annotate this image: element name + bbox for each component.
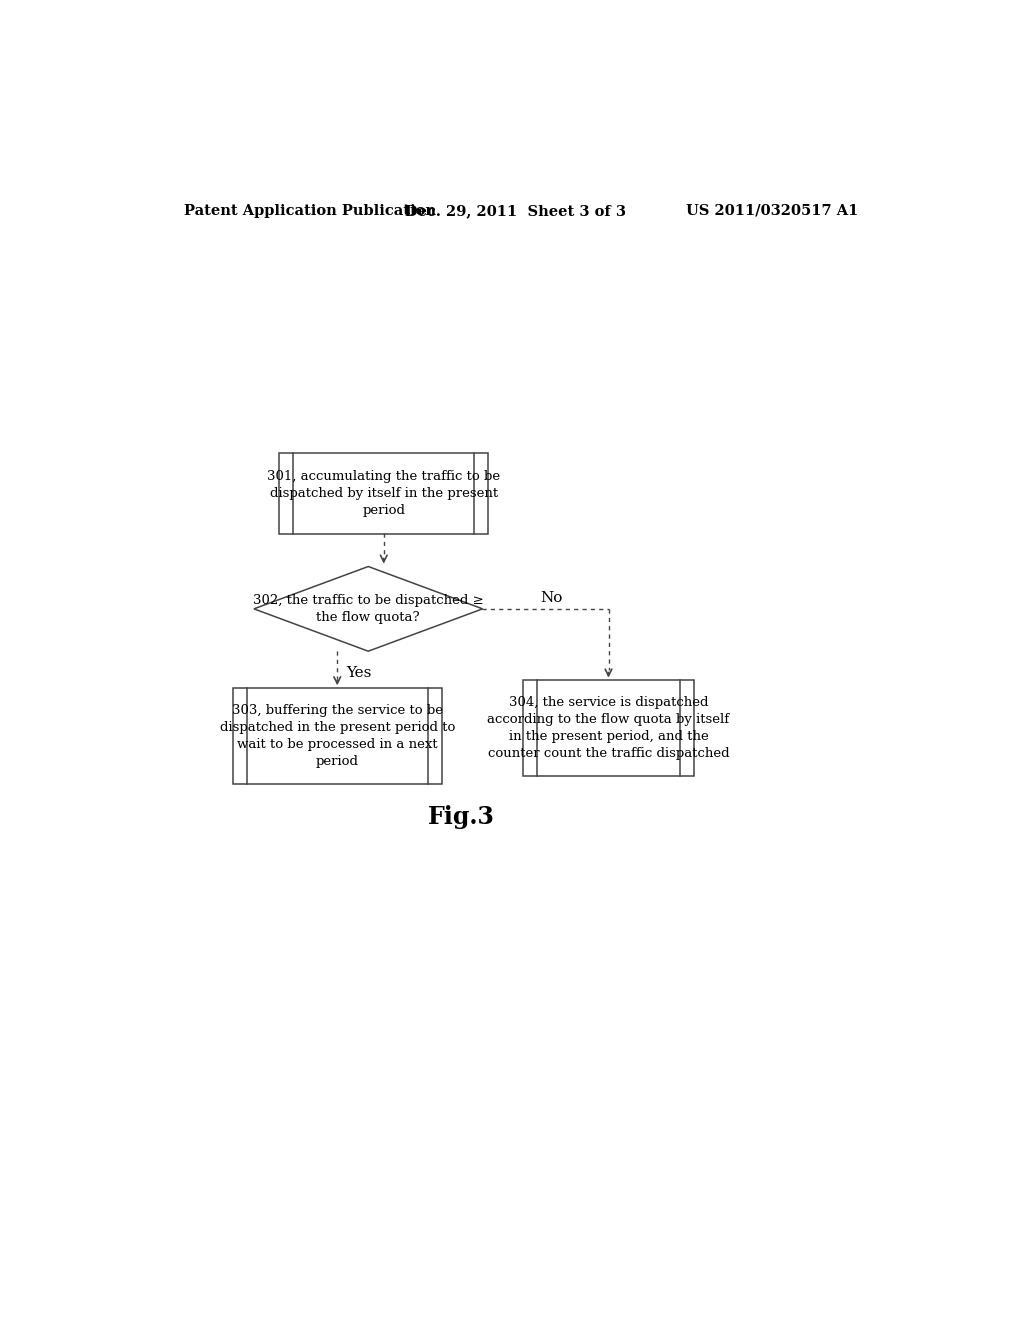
Polygon shape xyxy=(254,566,482,651)
Text: 304, the service is dispatched
according to the flow quota by itself
in the pres: 304, the service is dispatched according… xyxy=(487,696,729,760)
Bar xyxy=(280,453,488,533)
Bar xyxy=(232,688,442,784)
Text: Yes: Yes xyxy=(346,665,372,680)
Text: Fig.3: Fig.3 xyxy=(428,805,495,829)
Text: Patent Application Publication: Patent Application Publication xyxy=(183,203,436,218)
Text: US 2011/0320517 A1: US 2011/0320517 A1 xyxy=(686,203,858,218)
Text: No: No xyxy=(541,591,563,605)
Bar xyxy=(523,680,693,776)
Text: 303, buffering the service to be
dispatched in the present period to
wait to be : 303, buffering the service to be dispatc… xyxy=(219,704,455,768)
Text: Dec. 29, 2011  Sheet 3 of 3: Dec. 29, 2011 Sheet 3 of 3 xyxy=(406,203,627,218)
Text: 302, the traffic to be dispatched ≥
the flow quota?: 302, the traffic to be dispatched ≥ the … xyxy=(253,594,483,624)
Text: 301, accumulating the traffic to be
dispatched by itself in the present
period: 301, accumulating the traffic to be disp… xyxy=(267,470,501,517)
